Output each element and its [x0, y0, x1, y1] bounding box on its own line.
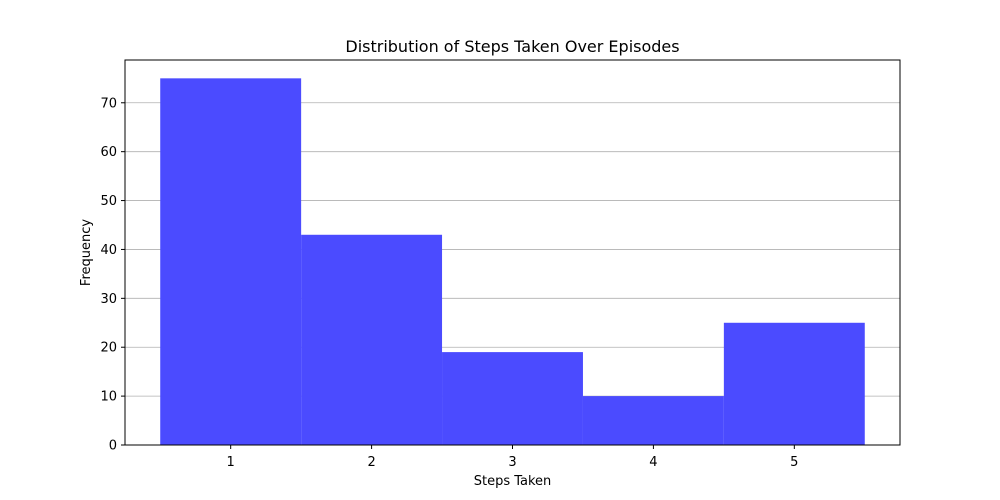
x-tick-label: 4	[649, 455, 657, 470]
bars	[160, 78, 865, 445]
x-tick-label: 5	[790, 455, 798, 470]
bar-3	[442, 352, 583, 445]
x-tick-label: 3	[508, 455, 516, 470]
y-tick-label: 10	[100, 390, 117, 405]
y-tick-label: 70	[100, 96, 117, 111]
bar-1	[160, 78, 302, 445]
y-tick-label: 60	[100, 145, 117, 160]
chart-title: Distribution of Steps Taken Over Episode…	[345, 37, 679, 56]
x-axis-label: Steps Taken	[474, 474, 552, 489]
bar-5	[723, 322, 865, 445]
y-axis-ticks: 0 10 20 30 40 50 60 70	[100, 96, 125, 454]
y-tick-label: 40	[100, 243, 117, 258]
bar-4	[582, 396, 724, 445]
y-tick-label: 50	[100, 194, 117, 209]
x-axis-ticks: 1 2 3 4 5	[227, 445, 798, 470]
bar-2	[301, 234, 443, 445]
y-tick-label: 20	[100, 341, 117, 356]
y-tick-label: 30	[100, 292, 117, 307]
x-tick-label: 2	[367, 455, 375, 470]
x-tick-label: 1	[227, 455, 235, 470]
y-axis-label: Frequency	[79, 219, 94, 286]
y-tick-label: 0	[109, 439, 117, 454]
